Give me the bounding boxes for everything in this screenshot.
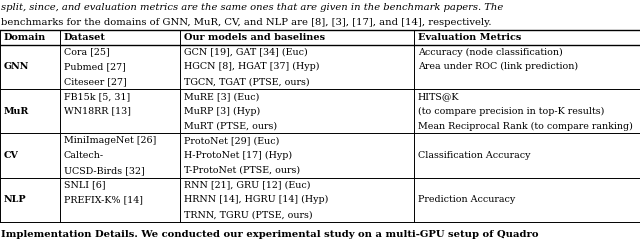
Text: Domain: Domain xyxy=(4,33,46,42)
Text: Caltech-: Caltech- xyxy=(64,151,104,160)
Text: Our models and baselines: Our models and baselines xyxy=(184,33,326,42)
Text: split, since, and evaluation metrics are the same ones that are given in the ben: split, since, and evaluation metrics are… xyxy=(1,3,504,12)
Text: PREFIX-K% [14]: PREFIX-K% [14] xyxy=(64,195,143,204)
Text: TRNN, TGRU (PTSE, ours): TRNN, TGRU (PTSE, ours) xyxy=(184,210,313,219)
Text: Citeseer [27]: Citeseer [27] xyxy=(64,77,127,86)
Text: MuRP [3] (Hyp): MuRP [3] (Hyp) xyxy=(184,107,260,116)
Text: Implementation Details. We conducted our experimental study on a multi-GPU setup: Implementation Details. We conducted our… xyxy=(1,230,539,239)
Text: Accuracy (node classification): Accuracy (node classification) xyxy=(418,48,563,57)
Text: Mean Reciprocal Rank (to compare ranking): Mean Reciprocal Rank (to compare ranking… xyxy=(418,122,633,131)
Text: GNN: GNN xyxy=(4,62,29,71)
Text: (to compare precision in top-K results): (to compare precision in top-K results) xyxy=(418,107,604,116)
Text: HRNN [14], HGRU [14] (Hyp): HRNN [14], HGRU [14] (Hyp) xyxy=(184,195,329,204)
Text: WN18RR [13]: WN18RR [13] xyxy=(64,107,131,116)
Text: SNLI [6]: SNLI [6] xyxy=(64,181,106,190)
Text: T-ProtoNet (PTSE, ours): T-ProtoNet (PTSE, ours) xyxy=(184,166,300,175)
Text: ProtoNet [29] (Euc): ProtoNet [29] (Euc) xyxy=(184,136,280,145)
Text: Dataset: Dataset xyxy=(64,33,106,42)
Text: Evaluation Metrics: Evaluation Metrics xyxy=(418,33,522,42)
Text: HITS@K: HITS@K xyxy=(418,92,460,101)
Text: TGCN, TGAT (PTSE, ours): TGCN, TGAT (PTSE, ours) xyxy=(184,77,310,86)
Text: RNN [21], GRU [12] (Euc): RNN [21], GRU [12] (Euc) xyxy=(184,181,311,190)
Text: NLP: NLP xyxy=(4,195,26,204)
Text: GCN [19], GAT [34] (Euc): GCN [19], GAT [34] (Euc) xyxy=(184,48,308,57)
Text: UCSD-Birds [32]: UCSD-Birds [32] xyxy=(64,166,145,175)
Text: FB15k [5, 31]: FB15k [5, 31] xyxy=(64,92,131,101)
Text: Pubmed [27]: Pubmed [27] xyxy=(64,62,126,71)
Text: CV: CV xyxy=(4,151,19,160)
Text: HGCN [8], HGAT [37] (Hyp): HGCN [8], HGAT [37] (Hyp) xyxy=(184,62,320,71)
Text: Cora [25]: Cora [25] xyxy=(64,48,109,57)
Text: MuRE [3] (Euc): MuRE [3] (Euc) xyxy=(184,92,260,101)
Text: MuRT (PTSE, ours): MuRT (PTSE, ours) xyxy=(184,122,278,131)
Text: benchmarks for the domains of GNN, MuR, CV, and NLP are [8], [3], [17], and [14]: benchmarks for the domains of GNN, MuR, … xyxy=(1,18,492,27)
Text: Prediction Accuracy: Prediction Accuracy xyxy=(418,195,515,204)
Text: Classification Accuracy: Classification Accuracy xyxy=(418,151,531,160)
Text: MuR: MuR xyxy=(4,107,29,116)
Text: Area under ROC (link prediction): Area under ROC (link prediction) xyxy=(418,62,578,71)
Text: H-ProtoNet [17] (Hyp): H-ProtoNet [17] (Hyp) xyxy=(184,151,292,160)
Text: MiniImageNet [26]: MiniImageNet [26] xyxy=(64,136,156,145)
